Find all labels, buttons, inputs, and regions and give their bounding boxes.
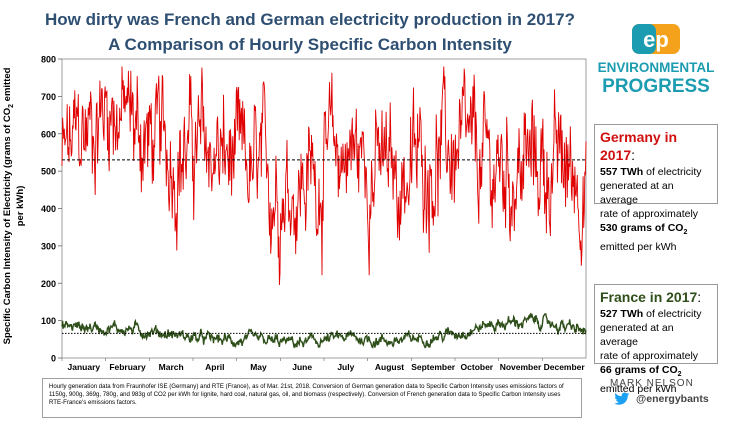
chart-subtitle: A Comparison of Hourly Specific Carbon I… (108, 35, 512, 54)
environmental-progress-logo: ep ENVIRONMENTAL PROGRESS (598, 24, 715, 97)
x-tick-label: August (375, 362, 404, 372)
x-tick-label: November (500, 362, 542, 372)
ep-logo-icon: ep (632, 24, 680, 54)
germany-twh: 557 TWh (600, 166, 644, 178)
germany-grams: 530 grams of CO (600, 222, 684, 234)
france-heading-colon: : (697, 289, 702, 305)
france-twh: 527 TWh (600, 308, 644, 320)
logo-text-line1: ENVIRONMENTAL (598, 60, 715, 75)
germany-line3: rate of approximately (600, 208, 699, 220)
france-line2: generated at an average (600, 322, 674, 348)
france-series-line (61, 312, 587, 349)
y-tick-label: 100 (41, 316, 56, 326)
germany-line1: of electricity (643, 166, 702, 178)
y-tick-label: 700 (41, 92, 56, 102)
germany-summary-box: Germany in 2017: 557 TWh of electricity … (594, 124, 718, 253)
x-tick-label: February (109, 362, 146, 372)
france-line5: emitted per kWh (600, 383, 677, 396)
x-tick-label: April (205, 362, 224, 372)
x-tick-label: May (250, 362, 267, 372)
twitter-bird-icon[interactable] (614, 392, 630, 406)
y-tick-label: 800 (41, 55, 56, 65)
y-tick-label: 500 (41, 167, 56, 177)
x-tick-label: January (68, 362, 101, 372)
france-heading: France in 2017 (600, 289, 698, 305)
germany-heading: Germany in 2017 (600, 129, 678, 163)
plot-frame (61, 58, 587, 359)
chart-area: 0 100 200 300 400 500 600 700 800 January February… (41, 55, 587, 372)
author-name: MARK NELSON (610, 378, 694, 389)
chart-title: How dirty was French and German electric… (45, 10, 575, 29)
x-tick-label: July (337, 362, 354, 372)
germany-line2: generated at an average (600, 180, 674, 206)
data-source-footnote: Hourly generation data from Fraunhofer I… (42, 378, 582, 418)
france-grams-sub: 2 (677, 371, 682, 379)
germany-grams-sub: 2 (683, 229, 688, 237)
y-tick-label: 200 (41, 279, 56, 289)
x-tick-label: March (159, 362, 184, 372)
y-tick-label: 300 (41, 241, 56, 251)
y-tick-label: 600 (41, 129, 56, 139)
x-tick-label: October (461, 362, 494, 372)
france-line3: rate of approximately (600, 350, 699, 362)
france-summary-box: France in 2017: 527 TWh of electricity g… (594, 284, 718, 395)
france-line1: of electricity (643, 308, 702, 320)
x-tick-label: June (292, 362, 312, 372)
author-handle[interactable]: @energybants (636, 393, 709, 405)
france-grams: 66 grams of CO (600, 364, 678, 376)
logo-text-line2: PROGRESS (602, 76, 710, 97)
germany-heading-colon: : (631, 147, 636, 163)
svg-text:ep: ep (643, 27, 669, 52)
germany-series-line (61, 66, 587, 286)
y-tick-label: 400 (41, 204, 56, 214)
x-tick-label: December (544, 362, 586, 372)
y-tick-label: 0 (51, 354, 56, 364)
germany-line5: emitted per kWh (600, 241, 677, 254)
x-tick-label: September (411, 362, 456, 372)
